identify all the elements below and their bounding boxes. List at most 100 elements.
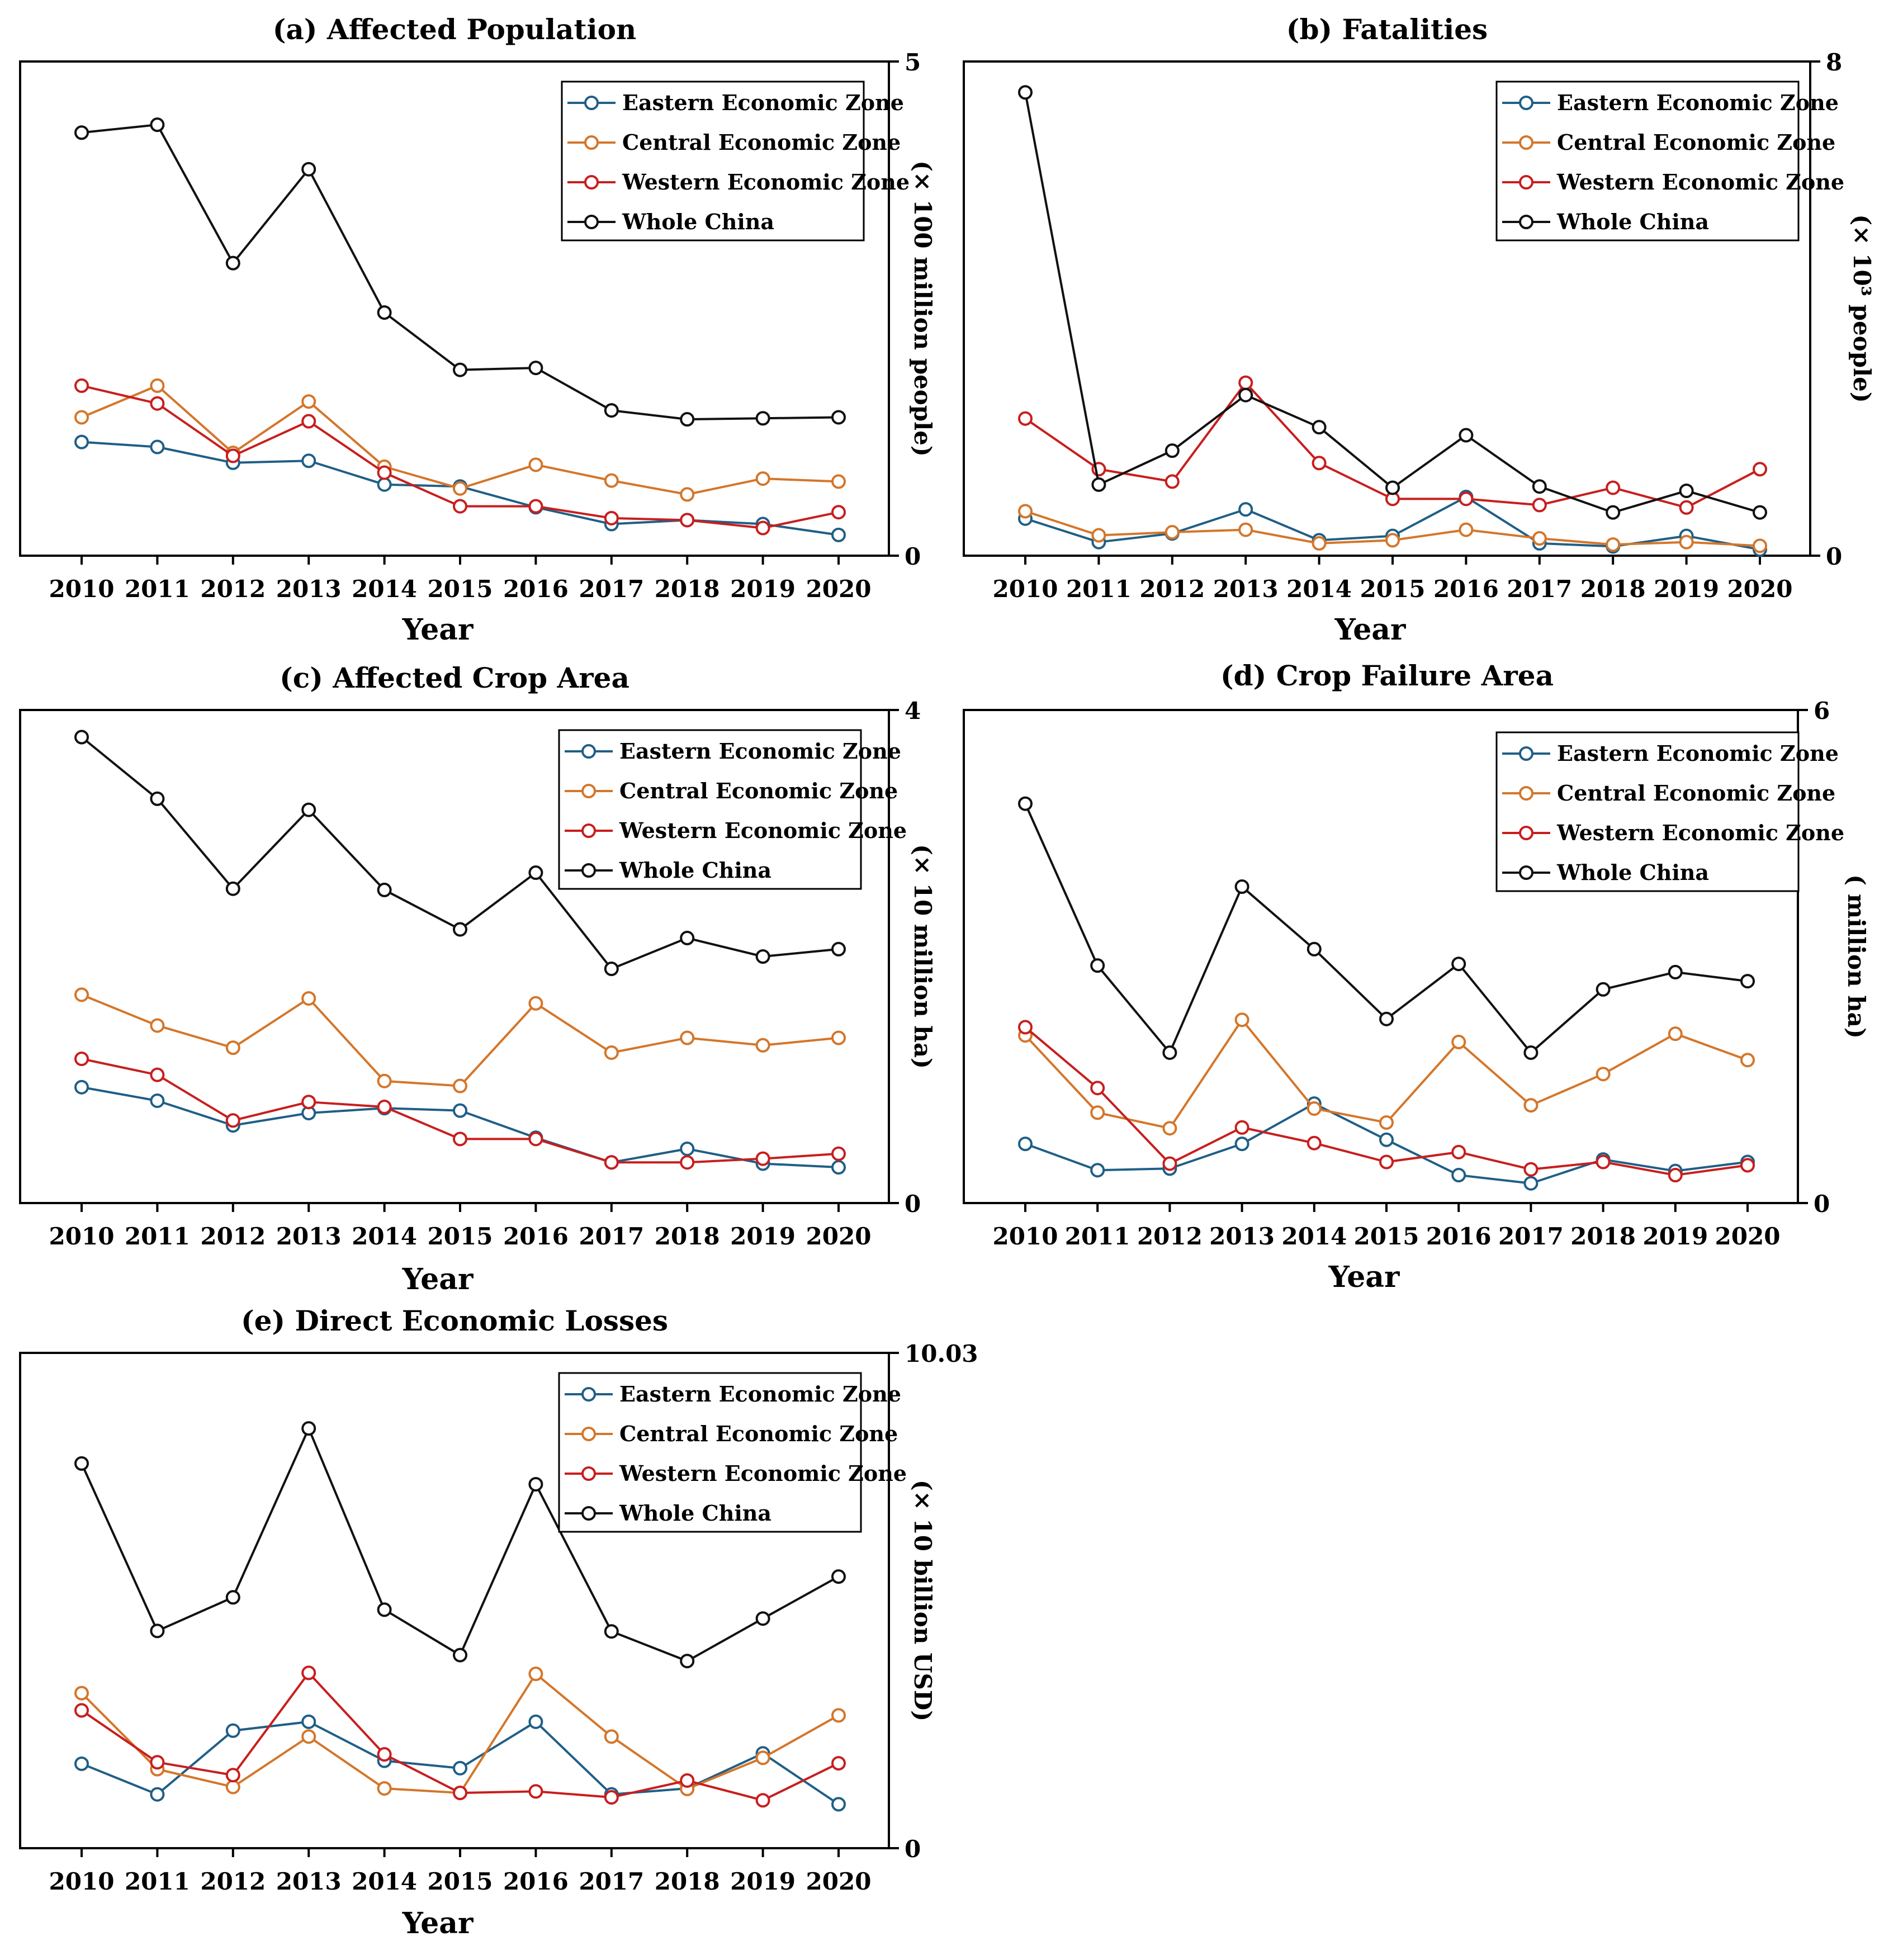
x-tick-label: 2010	[49, 1868, 115, 1895]
x-tick-label: 2015	[428, 575, 493, 603]
data-point	[1523, 1098, 1539, 1113]
x-tick-label: 2019	[730, 1868, 796, 1895]
data-point	[1385, 533, 1400, 548]
x-tick-label: 2016	[503, 1868, 569, 1895]
data-point	[528, 361, 543, 376]
data-point	[1451, 1168, 1466, 1183]
series-line	[81, 384, 839, 496]
data-point	[377, 1747, 392, 1762]
x-tick-label: 2013	[276, 1223, 342, 1250]
data-point	[1307, 941, 1322, 957]
x-axis-label: Year	[1328, 1260, 1400, 1294]
data-point	[1018, 1137, 1033, 1152]
data-point	[225, 448, 240, 463]
data-point	[225, 1040, 240, 1055]
data-point	[377, 1602, 392, 1617]
y-tick-label: 4	[905, 697, 921, 725]
data-point	[528, 1476, 543, 1492]
x-tick-label: 2019	[1654, 575, 1719, 603]
data-point	[301, 802, 316, 817]
y-tick-label: 0	[905, 1190, 921, 1218]
y-tick-label: 0	[1814, 1190, 1830, 1218]
data-point	[831, 505, 846, 520]
x-tick-label: 2011	[125, 1868, 190, 1895]
data-point	[831, 410, 846, 425]
data-point	[1090, 1163, 1105, 1178]
data-point	[755, 1750, 770, 1765]
x-tick-label: 2012	[1137, 1223, 1203, 1250]
legend-label: Whole China	[1556, 209, 1709, 234]
chart-title: (e) Direct Economic Losses	[241, 1304, 668, 1337]
data-point	[301, 1729, 316, 1744]
x-axis-label: Year	[402, 1906, 474, 1940]
data-point	[604, 473, 619, 488]
data-point	[225, 1779, 240, 1795]
data-point	[604, 510, 619, 525]
series-central	[1018, 504, 1767, 553]
legend-box	[561, 81, 865, 242]
data-point	[1523, 1176, 1539, 1191]
data-point	[453, 922, 467, 937]
data-point	[1238, 522, 1253, 537]
data-point	[604, 962, 619, 977]
data-point	[1679, 483, 1694, 498]
x-tick-label: 2010	[49, 575, 115, 603]
y-tick-label: 10.03	[905, 1340, 978, 1367]
x-tick-label: 2012	[1139, 575, 1205, 603]
data-point	[1379, 1132, 1394, 1147]
legend-marker	[1519, 215, 1533, 229]
legend-label: Whole China	[619, 858, 771, 883]
x-tick-label: 2017	[579, 1868, 644, 1895]
data-point	[301, 991, 316, 1006]
data-point	[755, 1151, 770, 1166]
data-point	[680, 487, 695, 502]
legend-label: Eastern Economic Zone	[1557, 741, 1839, 766]
data-point	[604, 403, 619, 418]
chart-title: (b) Fatalities	[1286, 13, 1488, 46]
x-tick-label: 2017	[1498, 1223, 1564, 1250]
data-point	[150, 791, 165, 806]
x-axis-label: Year	[402, 1262, 474, 1296]
legend-label: Central Economic Zone	[1557, 130, 1835, 155]
data-point	[1090, 1081, 1105, 1096]
data-point	[1091, 477, 1106, 492]
data-point	[755, 1611, 770, 1626]
x-tick-label: 2014	[352, 1223, 417, 1250]
legend: Eastern Economic Zone Central Economic Zo…	[558, 729, 907, 890]
data-point	[1606, 480, 1621, 495]
y-axis-label: (× 10³ people)	[1848, 214, 1876, 403]
data-point	[1532, 531, 1547, 546]
data-point	[1596, 982, 1611, 997]
data-point	[831, 527, 846, 542]
data-point	[301, 414, 316, 429]
data-point	[1238, 502, 1253, 517]
data-point	[225, 255, 240, 271]
x-tick-label: 2011	[125, 575, 190, 603]
data-point	[1234, 1012, 1249, 1028]
data-point	[301, 453, 316, 468]
data-point	[831, 474, 846, 489]
data-point	[301, 162, 316, 177]
y-tick-label: 0	[905, 543, 921, 570]
legend-label: Whole China	[622, 209, 774, 234]
series-line	[1024, 1026, 1748, 1177]
data-point	[528, 996, 543, 1011]
data-point	[1753, 538, 1767, 553]
data-point	[453, 499, 467, 514]
legend-label: Western Economic Zone	[622, 169, 910, 195]
x-tick-label: 2012	[200, 1868, 266, 1895]
data-point	[377, 1073, 392, 1088]
data-point	[604, 1624, 619, 1639]
y-tick-label: 6	[1814, 697, 1830, 725]
series-central	[74, 1667, 846, 1801]
data-point	[680, 930, 695, 945]
panel-c: (c) Affected Crop Area 2010 2011 2012 2013 20…	[19, 661, 936, 1296]
data-point	[1753, 462, 1767, 477]
x-tick-label: 2014	[352, 575, 417, 603]
data-point	[150, 1787, 165, 1802]
legend-box	[558, 1372, 862, 1533]
series-western	[74, 378, 846, 536]
data-point	[1379, 1115, 1394, 1130]
data-point	[1532, 498, 1547, 513]
data-point	[301, 394, 316, 409]
